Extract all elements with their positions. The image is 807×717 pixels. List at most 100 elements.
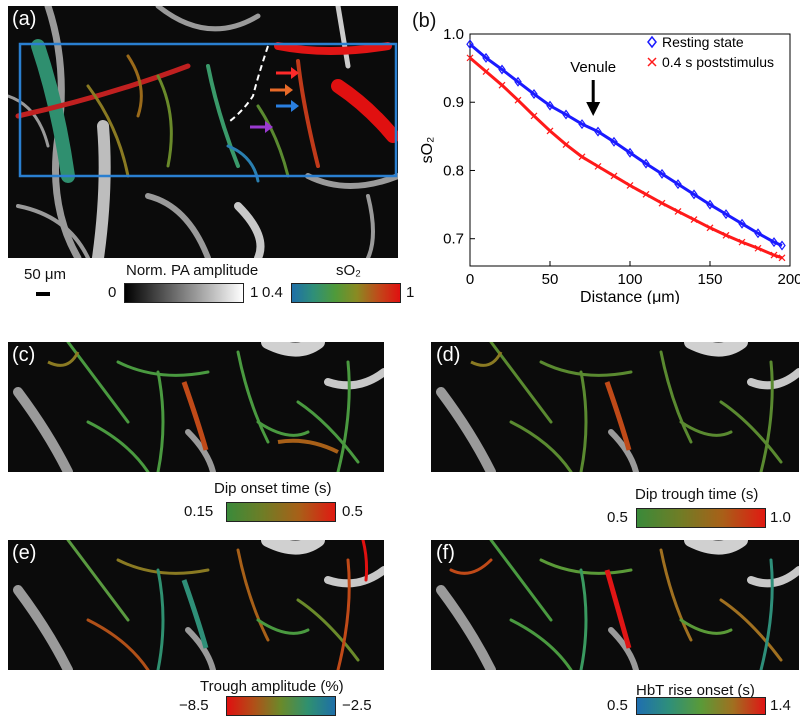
data-point-poststimulus: [562, 141, 570, 148]
data-point-resting: [626, 147, 634, 158]
pa-colorbar-title: Norm. PA amplitude: [126, 262, 259, 279]
vessel-boundary-dashed: [229, 45, 269, 122]
so2-colorbar-max: 1: [406, 284, 415, 301]
data-point-poststimulus: [674, 207, 682, 215]
pa-colorbar-min: 0: [108, 284, 117, 301]
data-point-poststimulus: [770, 251, 778, 259]
data-point-poststimulus: [578, 153, 586, 161]
data-point-poststimulus: [466, 54, 474, 62]
d-colorbar-max: 1.0: [770, 509, 791, 526]
panel-label-c: (c): [12, 344, 36, 366]
legend-marker-poststimulus: [647, 57, 657, 67]
data-point-poststimulus: [706, 224, 714, 232]
data-point-poststimulus: [754, 244, 762, 252]
x-tick-label: 50: [542, 271, 559, 288]
data-point-resting: [738, 218, 746, 229]
panel-label-e: (e): [12, 542, 37, 564]
data-point-resting: [578, 119, 586, 130]
x-tick-label: 150: [697, 271, 722, 288]
c-colorbar-max: 0.5: [342, 503, 363, 520]
vessel-image-a: [8, 6, 398, 258]
data-point-resting: [562, 109, 570, 120]
data-point-resting: [770, 237, 778, 248]
data-point-resting: [722, 209, 730, 220]
data-point-poststimulus: [482, 68, 490, 75]
panel-e-image: [8, 540, 384, 670]
legend-marker-resting: [647, 35, 657, 49]
data-point-resting: [754, 228, 762, 239]
data-point-resting: [610, 136, 618, 147]
data-point-poststimulus: [690, 216, 698, 224]
f-colorbar-max: 1.4: [770, 697, 791, 714]
e-colorbar-title: Trough amplitude (%): [200, 678, 344, 695]
panel-label-f: (f): [436, 542, 455, 564]
e-colorbar-max: −2.5: [342, 697, 372, 714]
d-colorbar-title: Dip trough time (s): [635, 486, 759, 503]
series-line-1: [469, 56, 783, 260]
y-tick-label: 1.0: [443, 26, 464, 43]
data-point-resting: [642, 158, 650, 169]
f-colorbar: [636, 697, 766, 715]
c-colorbar-title: Dip onset time (s): [214, 480, 332, 497]
data-point-resting: [546, 100, 554, 111]
data-point-resting: [514, 76, 522, 87]
arrow-red-icon: [276, 67, 299, 79]
panel-label-b: (b): [412, 10, 437, 32]
x-tick-label: 200: [777, 271, 800, 288]
data-point-resting: [674, 179, 682, 190]
y-tick-label: 0.8: [443, 162, 464, 179]
data-point-poststimulus: [530, 112, 538, 120]
scalebar-label: 50 μm: [24, 266, 66, 283]
data-point-resting: [658, 168, 666, 179]
data-point-resting: [778, 240, 786, 251]
venule-annotation: Venule: [570, 59, 616, 76]
legend-label-1: 0.4 s poststimulus: [662, 54, 774, 70]
arrow-orange-icon: [270, 84, 293, 96]
pa-colorbar: [124, 283, 244, 303]
panel-a-image: [8, 6, 398, 258]
c-colorbar: [226, 502, 336, 522]
data-point-resting: [466, 39, 474, 50]
so2-colorbar: [291, 283, 401, 303]
d-colorbar-min: 0.5: [607, 509, 628, 526]
so2-colorbar-title: sO₂: [336, 262, 361, 279]
data-point-resting: [690, 189, 698, 200]
panel-d-image: [431, 342, 799, 472]
f-colorbar-title: HbT rise onset (s): [636, 682, 755, 699]
data-point-resting: [482, 52, 490, 63]
data-point-poststimulus: [738, 238, 746, 246]
data-point-poststimulus: [594, 162, 602, 170]
data-point-poststimulus: [778, 254, 786, 262]
panel-label-a: (a): [12, 8, 37, 30]
sO2-distance-chart: 0 50 100 150 200 0.7 0.8 0.9 1.0 Distance (μm) sO₂…: [420, 26, 800, 304]
e-colorbar-min: −8.5: [179, 697, 209, 714]
panel-c-image: [8, 342, 384, 472]
e-colorbar: [226, 696, 336, 716]
d-colorbar: [636, 508, 766, 528]
series-line-0: [469, 43, 783, 247]
venule-arrow-head: [586, 102, 601, 116]
data-point-poststimulus: [722, 231, 730, 239]
data-point-resting: [530, 89, 538, 100]
data-point-resting: [594, 126, 602, 137]
data-point-poststimulus: [642, 190, 650, 198]
f-colorbar-min: 0.5: [607, 697, 628, 714]
so2-colorbar-min: 0.4: [262, 284, 283, 301]
pa-colorbar-max: 1: [250, 284, 259, 301]
x-tick-label: 0: [466, 271, 474, 288]
panel-f-image: [431, 540, 799, 670]
y-tick-label: 0.7: [443, 231, 464, 248]
y-axis-label: sO₂: [420, 137, 436, 164]
data-point-poststimulus: [610, 172, 618, 180]
data-point-poststimulus: [658, 199, 666, 207]
roi-box: [18, 42, 398, 178]
data-point-resting: [706, 199, 714, 210]
x-axis-label: Distance (μm): [580, 289, 680, 304]
scalebar: [36, 292, 50, 296]
arrow-blue-icon: [276, 100, 299, 112]
data-point-poststimulus: [626, 182, 634, 189]
data-point-poststimulus: [514, 96, 522, 104]
x-tick-label: 100: [617, 271, 642, 288]
data-point-resting: [498, 64, 506, 75]
panel-label-d: (d): [436, 344, 461, 366]
